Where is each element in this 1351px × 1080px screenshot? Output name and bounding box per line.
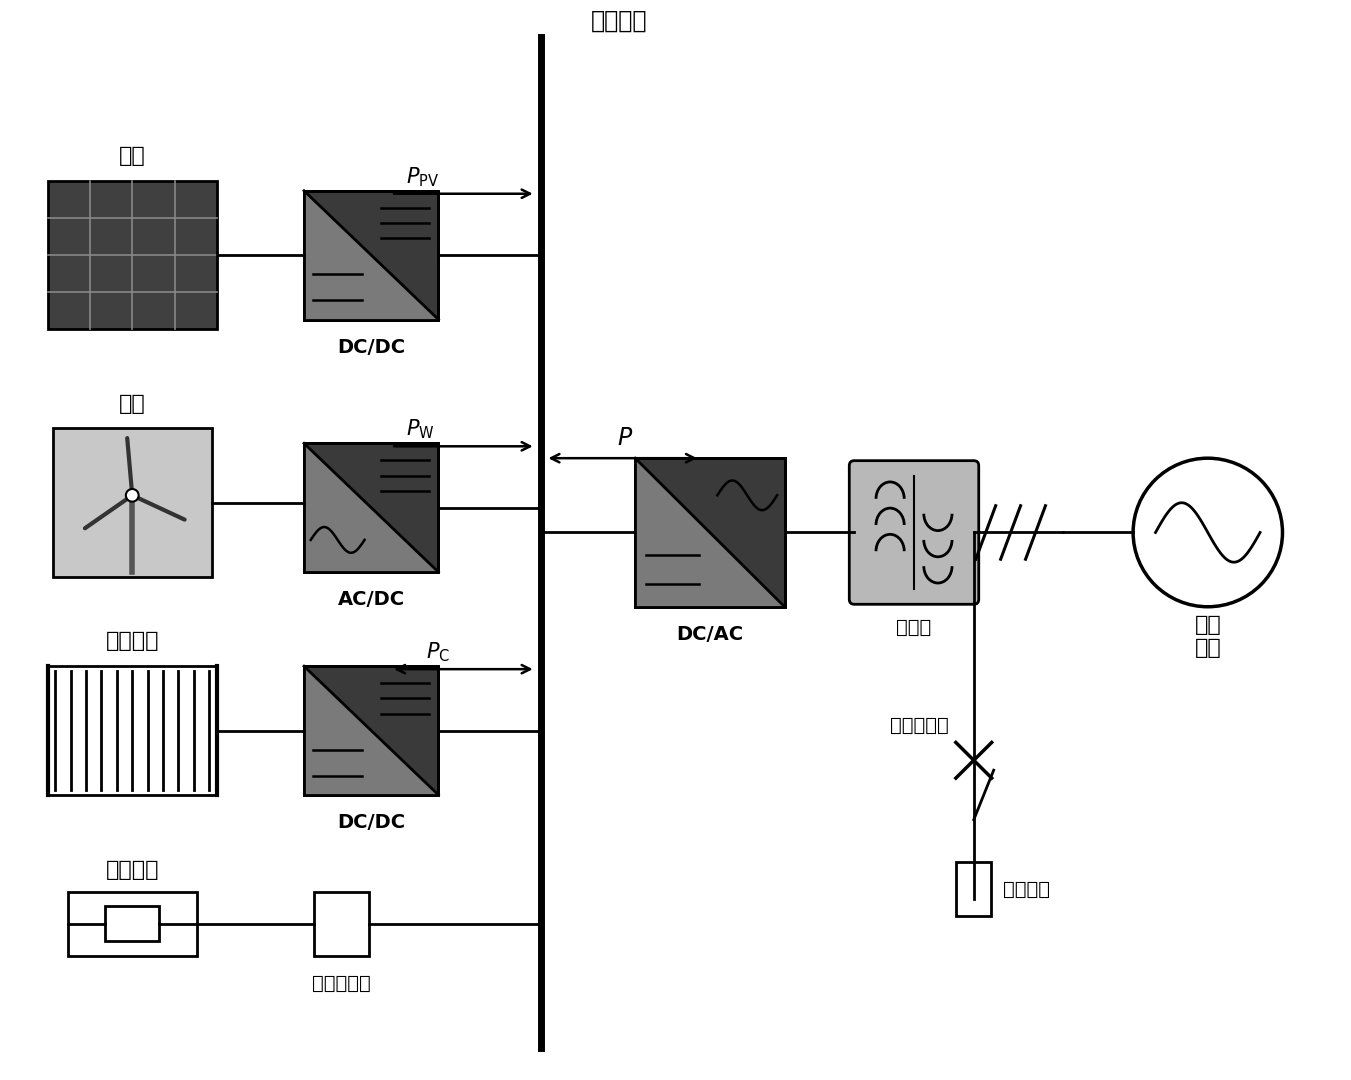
Text: 光伏: 光伏 — [119, 146, 146, 166]
Text: 风机: 风机 — [119, 394, 146, 414]
Text: $P$: $P$ — [617, 427, 634, 450]
Polygon shape — [47, 180, 218, 329]
Text: 超级电容: 超级电容 — [105, 632, 159, 651]
Polygon shape — [304, 443, 439, 572]
Polygon shape — [635, 458, 785, 607]
Polygon shape — [304, 191, 439, 320]
Circle shape — [126, 489, 139, 502]
Text: 交流负荷: 交流负荷 — [1004, 879, 1050, 899]
Polygon shape — [53, 429, 212, 577]
Polygon shape — [105, 906, 159, 942]
Text: AC/DC: AC/DC — [338, 591, 405, 609]
Text: $P_{\rm PV}$: $P_{\rm PV}$ — [407, 165, 439, 189]
Text: 变压器: 变压器 — [897, 618, 932, 636]
Polygon shape — [304, 666, 439, 795]
Circle shape — [1133, 458, 1282, 607]
Text: DC/DC: DC/DC — [338, 813, 405, 833]
Text: 交流
主网: 交流 主网 — [1194, 615, 1221, 658]
Text: DC/DC: DC/DC — [338, 338, 405, 356]
Text: 直流断路器: 直流断路器 — [312, 974, 370, 994]
Polygon shape — [313, 891, 369, 956]
Polygon shape — [68, 891, 197, 956]
FancyBboxPatch shape — [850, 461, 978, 605]
Text: DC/AC: DC/AC — [677, 625, 743, 644]
Text: $P_{\rm C}$: $P_{\rm C}$ — [426, 640, 450, 664]
Polygon shape — [304, 443, 439, 572]
Polygon shape — [304, 191, 439, 320]
Polygon shape — [304, 666, 439, 795]
Text: $P_{\rm W}$: $P_{\rm W}$ — [407, 418, 435, 442]
Polygon shape — [957, 862, 992, 916]
Text: 交流断路器: 交流断路器 — [890, 716, 948, 735]
Polygon shape — [635, 458, 785, 607]
Text: 直流负荷: 直流负荷 — [105, 860, 159, 880]
Text: 直流母线: 直流母线 — [590, 9, 647, 32]
